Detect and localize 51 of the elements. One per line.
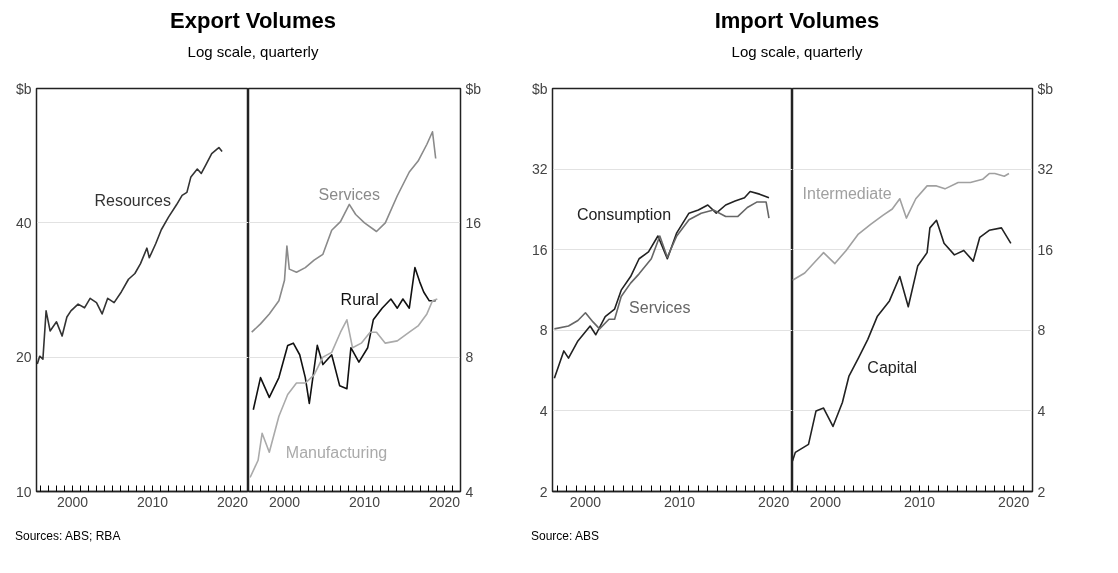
x-tick-label: 2000	[268, 493, 301, 510]
y2-tick-label: 16	[1037, 241, 1054, 258]
x-tick-label: 2010	[663, 493, 696, 510]
y2-tick-label: 8	[465, 349, 474, 366]
x-tick-label: 2000	[809, 493, 842, 510]
y-tick-label: 10	[15, 483, 32, 500]
x-tick-label: 2010	[136, 493, 169, 510]
line-series	[792, 172, 1010, 282]
y-tick-label: 20	[15, 349, 32, 366]
y-tick-label: 4	[539, 402, 548, 419]
chart-subtitle: Log scale, quarterly	[187, 42, 319, 62]
series-label: Rural	[340, 290, 379, 308]
x-tick-label: 2020	[216, 493, 249, 510]
chart-title: Export Volumes	[170, 7, 336, 35]
line-series	[250, 130, 437, 333]
line-series	[553, 201, 770, 330]
y2-axis-title: $b	[1037, 80, 1054, 97]
series-label: Capital	[867, 359, 918, 377]
x-tick-label: 2000	[569, 493, 602, 510]
y-axis-title: $b	[15, 80, 32, 97]
line-series	[36, 146, 223, 365]
series-label: Consumption	[576, 206, 672, 224]
y2-tick-label: 32	[1037, 161, 1054, 178]
x-tick-label: 2010	[903, 493, 936, 510]
x-tick-label: 2000	[56, 493, 89, 510]
y-tick-label: 2	[539, 483, 548, 500]
y-axis-title: $b	[531, 80, 548, 97]
y-tick-label: 16	[531, 241, 548, 258]
y2-tick-label: 8	[1037, 322, 1046, 339]
y2-axis-title: $b	[465, 80, 482, 97]
y2-tick-label: 16	[465, 214, 482, 231]
source-note: Sources: ABS; RBA	[15, 528, 121, 545]
y2-tick-label: 4	[465, 483, 474, 500]
y-tick-label: 8	[539, 322, 548, 339]
series-label: Intermediate	[802, 185, 892, 203]
y-tick-label: 40	[15, 214, 32, 231]
line-series	[252, 266, 437, 411]
x-tick-label: 2020	[998, 493, 1030, 510]
y2-tick-label: 2	[1037, 483, 1046, 500]
chart-title: Import Volumes	[714, 7, 880, 35]
source-note: Source: ABS	[531, 528, 600, 545]
y-tick-label: 32	[531, 161, 548, 178]
series-label: Manufacturing	[285, 443, 388, 461]
x-tick-label: 2020	[758, 493, 790, 510]
y2-tick-label: 4	[1037, 402, 1046, 419]
series-label: Services	[318, 186, 380, 204]
x-tick-label: 2010	[348, 493, 381, 510]
series-label: Services	[629, 299, 691, 317]
series-label: Resources	[94, 191, 171, 209]
x-tick-label: 2020	[428, 493, 461, 510]
chart-subtitle: Log scale, quarterly	[731, 42, 863, 62]
